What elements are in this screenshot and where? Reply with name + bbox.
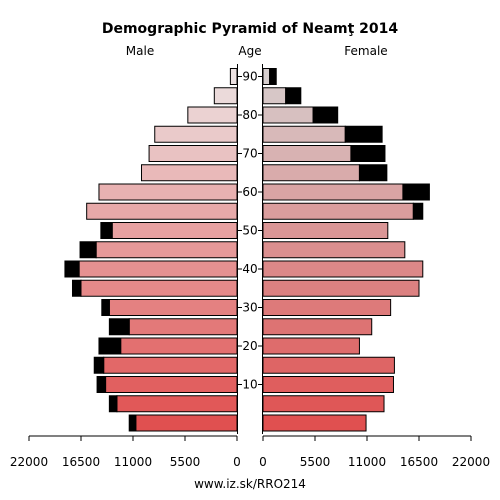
male-bar-5-9 xyxy=(116,395,238,413)
male-surplus-5-9 xyxy=(108,395,118,413)
age-label: Age xyxy=(238,44,261,58)
male-bar-85-89 xyxy=(213,87,238,105)
male-x-tick-label-22000: 22000 xyxy=(10,455,48,469)
male-bar-0-4 xyxy=(135,414,238,432)
female-surplus-90+ xyxy=(269,68,277,85)
female-bar-55-59 xyxy=(262,202,414,220)
female-x-tick-label-5500: 5500 xyxy=(300,455,331,469)
female-bar-45-49 xyxy=(262,241,406,259)
male-x-tick-label-11000: 11000 xyxy=(114,455,152,469)
male-surplus-15-19 xyxy=(93,356,105,374)
female-bar-5-9 xyxy=(262,395,385,413)
footer-url: www.iz.sk/RRO214 xyxy=(194,477,306,491)
male-bar-20-24 xyxy=(120,337,238,355)
male-bar-90+ xyxy=(229,68,238,85)
female-surplus-75-79 xyxy=(344,125,383,143)
female-surplus-70-74 xyxy=(350,145,386,162)
male-surplus-20-24 xyxy=(98,337,122,355)
female-bar-80-84 xyxy=(262,106,314,124)
female-x-tick-label-22000: 22000 xyxy=(452,455,490,469)
female-label: Female xyxy=(344,44,387,58)
female-x-tick-label-16500: 16500 xyxy=(400,455,438,469)
female-bar-65-69 xyxy=(262,164,360,182)
male-bar-75-79 xyxy=(154,125,238,143)
male-surplus-10-14 xyxy=(96,376,107,393)
female-bar-60-64 xyxy=(262,183,404,201)
female-surplus-65-69 xyxy=(358,164,388,182)
age-tick-label-80: 80 xyxy=(242,108,257,122)
female-bar-70-74 xyxy=(262,145,352,162)
male-bar-35-39 xyxy=(80,279,238,297)
male-surplus-25-29 xyxy=(108,318,130,336)
male-bar-30-34 xyxy=(108,299,238,316)
age-tick-label-40: 40 xyxy=(242,262,257,276)
female-bar-75-79 xyxy=(262,125,346,143)
female-bar-15-19 xyxy=(262,356,395,374)
age-tick-label-60: 60 xyxy=(242,185,257,199)
male-bar-80-84 xyxy=(187,106,238,124)
female-surplus-55-59 xyxy=(412,202,424,220)
female-bar-0-4 xyxy=(262,414,367,432)
axes: 90 80 70 60 50 40 30 20 10 22000 16500 11000 5500 0 0 5… xyxy=(10,64,490,469)
male-bar-10-14 xyxy=(105,376,238,393)
male-surplus-35-39 xyxy=(71,279,82,297)
male-bar-15-19 xyxy=(103,356,238,374)
female-bar-50-54 xyxy=(262,222,389,239)
age-tick-label-90: 90 xyxy=(242,70,257,84)
female-surplus-85-89 xyxy=(285,87,302,105)
female-bars xyxy=(262,68,430,432)
age-tick-label-20: 20 xyxy=(242,339,257,353)
male-bar-60-64 xyxy=(98,183,238,201)
female-bar-10-14 xyxy=(262,376,394,393)
male-surplus-30-34 xyxy=(101,299,110,316)
male-bar-65-69 xyxy=(141,164,238,182)
female-bar-20-24 xyxy=(262,337,360,355)
male-label: Male xyxy=(126,44,154,58)
male-bar-70-74 xyxy=(148,145,238,162)
male-surplus-40-44 xyxy=(64,260,80,278)
female-bar-30-34 xyxy=(262,299,392,316)
male-surplus-45-49 xyxy=(79,241,97,259)
male-bars xyxy=(64,68,238,432)
male-bar-40-44 xyxy=(78,260,238,278)
male-bar-55-59 xyxy=(86,202,238,220)
male-bar-25-29 xyxy=(128,318,238,336)
female-bar-40-44 xyxy=(262,260,424,278)
female-x-tick-label-0: 0 xyxy=(259,455,267,469)
age-tick-label-70: 70 xyxy=(242,147,257,161)
age-tick-label-50: 50 xyxy=(242,224,257,238)
male-surplus-0-4 xyxy=(128,414,137,432)
female-bar-25-29 xyxy=(262,318,373,336)
female-bar-35-39 xyxy=(262,279,420,297)
chart-title: Demographic Pyramid of Neamţ 2014 xyxy=(102,21,399,37)
male-x-tick-label-0: 0 xyxy=(233,455,241,469)
male-x-tick-label-5500: 5500 xyxy=(170,455,201,469)
female-surplus-80-84 xyxy=(312,106,339,124)
female-bar-90+ xyxy=(262,68,271,85)
age-tick-label-10: 10 xyxy=(242,378,257,392)
female-bar-85-89 xyxy=(262,87,287,105)
male-surplus-50-54 xyxy=(100,222,113,239)
male-bar-50-54 xyxy=(111,222,238,239)
age-tick-label-30: 30 xyxy=(242,301,257,315)
female-surplus-60-64 xyxy=(402,183,430,201)
female-x-tick-label-11000: 11000 xyxy=(348,455,386,469)
male-x-tick-label-16500: 16500 xyxy=(62,455,100,469)
male-bar-45-49 xyxy=(95,241,238,259)
